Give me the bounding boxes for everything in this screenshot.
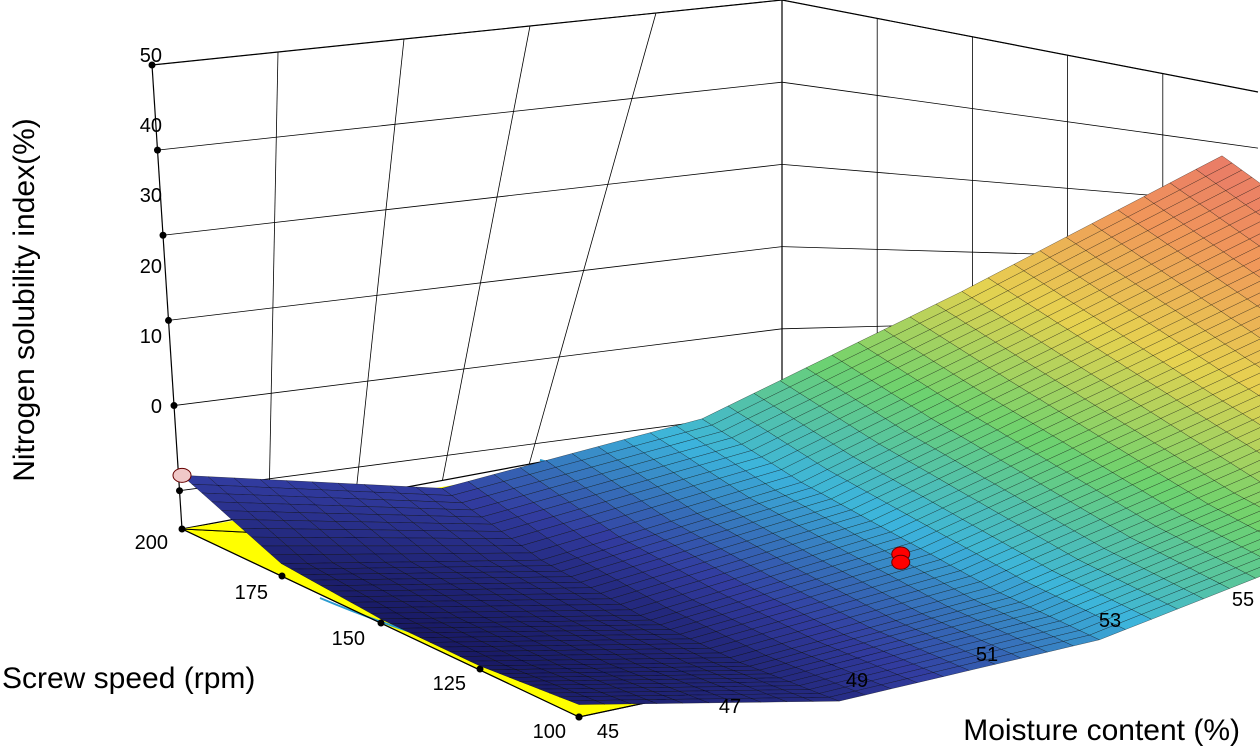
surface-cell [1238,372,1260,390]
z-tick-mark [165,316,173,324]
surface-cell [1245,567,1260,579]
wall-gridline [442,25,531,481]
surface-cell [1242,405,1260,421]
z-gridline [157,81,783,151]
surface-cell [1240,315,1260,333]
surface-cell [1256,304,1260,309]
surface-cell [1244,350,1260,365]
surface-cell [1245,197,1260,213]
x-tick-label: 55 [1232,589,1254,611]
design-points [172,467,911,570]
wall-gridline [355,38,405,497]
surface-cell [1249,470,1260,483]
surface-cell [1237,510,1260,526]
surface-cell [1250,327,1260,339]
surface-cell [1246,292,1260,307]
wall-vertical-edge [151,64,183,530]
surface-cell [1254,361,1260,368]
y-tick-label: 100 [533,721,566,743]
surface-cell [1235,185,1260,206]
x-tick-label: 51 [976,644,998,666]
y-tick-label: 200 [135,532,168,554]
z-gridline [151,0,783,66]
z-gridline [162,164,783,236]
surface-cell [1243,491,1260,505]
z-gridline [168,246,783,321]
surface-cell [1246,438,1260,452]
surface-cell [1241,539,1260,553]
x-axis-label: Moisture content (%) [963,714,1240,747]
z-tick-mark [176,487,184,495]
surface-cell [1253,501,1260,508]
surface-cell [1252,269,1260,278]
z-tick-label: 0 [151,396,162,418]
surface-cell [1234,338,1260,358]
surface-cell [1239,459,1260,476]
z-gridline [781,0,1259,93]
y-tick-label: 150 [332,628,365,650]
y-tick-label: 175 [235,582,268,604]
z-tick-label: 40 [140,115,162,137]
tick-labels: 0 10 20 30 40 50 200 175 150 125 100 45 … [135,45,1255,743]
surface-cell [1249,233,1260,247]
surface-cell [1248,383,1260,396]
y-tick-label: 125 [433,673,466,695]
y-axis-label: Screw speed (rpm) [2,662,255,695]
z-tick-mark [170,402,178,410]
surface-cell [1236,280,1260,300]
surface-cell [1251,548,1260,557]
design-point [172,467,192,483]
z-gridline [781,81,1259,149]
y-axis-line [181,528,580,718]
surface-cell [1236,427,1260,445]
surface-cell [1255,209,1260,216]
wall-gridline [528,12,657,465]
surface-cell [1239,221,1260,240]
surface-cell [1247,520,1260,532]
z-tick-label: 30 [140,185,162,207]
z-tick-label: 50 [140,45,162,67]
z-tick-mark [154,146,162,154]
x-tick-label: 47 [719,696,741,718]
surface-cell [1252,416,1260,426]
surface-cell [1243,257,1260,273]
wall-grid [148,0,1259,530]
z-gridline [173,328,783,406]
x-tick-label: 45 [597,721,619,743]
z-axis-label: Nitrogen solubility index(%) [8,118,41,482]
surface-cell [1235,557,1260,574]
z-tick-mark [148,61,156,69]
wall-gridline [268,51,279,513]
response-surface [181,155,1260,705]
design-point [891,554,911,570]
z-tick-label: 20 [140,256,162,278]
z-tick-mark [159,231,167,239]
z-tick-label: 10 [140,326,162,348]
x-tick-label: 49 [846,670,868,692]
x-tick-label: 53 [1099,610,1121,632]
